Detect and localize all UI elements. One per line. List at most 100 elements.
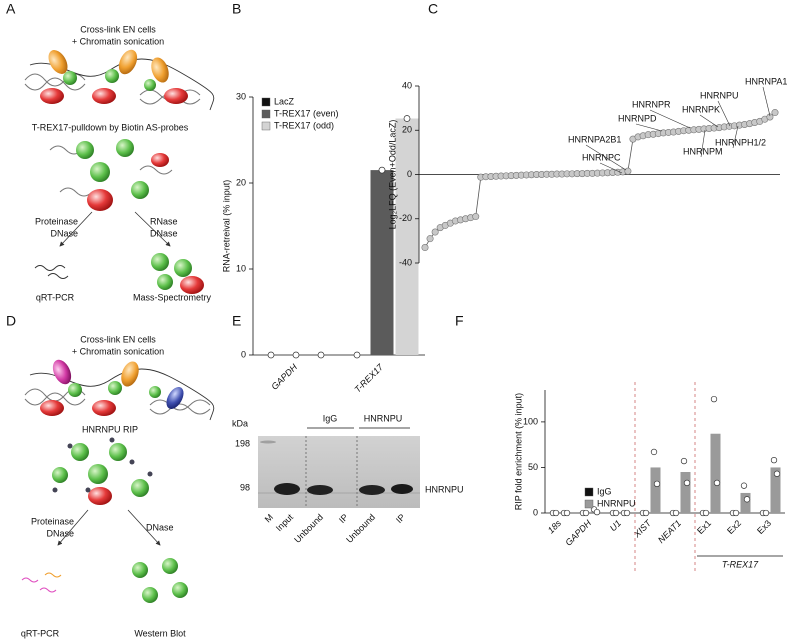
x-tick-label: NEAT1 xyxy=(656,518,683,545)
annotation: HNRNPM xyxy=(683,146,723,156)
y-tick-label: -40 xyxy=(399,257,412,267)
treatment: DNase xyxy=(150,228,178,238)
unit-label: kDa xyxy=(232,418,248,428)
annotation: HNRNPH1/2 xyxy=(715,137,766,147)
group-label: HNRNPU xyxy=(364,413,403,423)
bar xyxy=(395,118,419,355)
annotation-leader xyxy=(599,162,623,174)
y-tick-label: 0 xyxy=(241,349,246,359)
rank-line xyxy=(424,112,776,248)
legend-swatch xyxy=(261,121,271,131)
annotation: HNRNPC xyxy=(582,152,621,162)
panel-label: B xyxy=(232,1,241,17)
bar xyxy=(650,467,661,513)
legend-label: HNRNPU xyxy=(597,498,636,508)
treatment: Proteinase xyxy=(31,516,74,526)
annotation: HNRNPU xyxy=(700,90,739,100)
point xyxy=(766,113,774,121)
replicate-dot xyxy=(773,470,781,477)
replicate-dot xyxy=(740,482,748,489)
panel-letters: A B C D E F xyxy=(6,1,464,329)
readout: Western Blot xyxy=(134,628,186,638)
step-text: HNRNPU RIP xyxy=(82,424,138,434)
replicate-dot xyxy=(683,479,691,487)
x-tick-label: Ex2 xyxy=(725,518,743,536)
lane-label: Input xyxy=(274,512,296,534)
marker-label: 98 xyxy=(240,482,250,492)
annotation-leader xyxy=(762,86,771,117)
replicate-dot xyxy=(770,457,778,464)
replicate-dot xyxy=(672,509,680,517)
point xyxy=(421,244,429,252)
value-dot xyxy=(292,351,300,359)
y-tick-label: 20 xyxy=(236,177,246,187)
readout: qRT-PCR xyxy=(21,628,60,638)
panel-label: F xyxy=(455,313,464,329)
treatment: Proteinase xyxy=(35,216,78,226)
replicate-dot xyxy=(563,509,571,517)
y-tick-label: 20 xyxy=(402,125,412,135)
point xyxy=(771,109,779,117)
bar xyxy=(680,472,691,513)
annotation: HNRNPA2B1 xyxy=(568,134,621,144)
value-dot xyxy=(378,166,386,174)
treatment: DNase xyxy=(50,228,78,238)
annotation-leader xyxy=(700,129,706,158)
value-dot xyxy=(353,351,361,359)
lane-label: Unbound xyxy=(292,512,325,545)
marker-label: 198 xyxy=(235,438,250,448)
lane-label: M xyxy=(263,512,275,524)
replicate-dot xyxy=(582,509,590,517)
step-text: + Chromatin sonication xyxy=(72,36,164,46)
blot-image xyxy=(258,436,420,508)
legend-swatch xyxy=(261,109,271,119)
y-axis-label: RIP fold enrichment (% input) xyxy=(513,393,523,510)
annotation-leader xyxy=(732,125,739,149)
annotation: HNRNPK xyxy=(682,104,720,114)
annotation-leader xyxy=(635,123,663,132)
y-tick-label: 50 xyxy=(528,462,538,472)
replicate-dot xyxy=(702,509,710,517)
step-text: Cross-link EN cells xyxy=(80,334,156,344)
point xyxy=(426,235,434,243)
value-dot xyxy=(317,351,325,359)
annotation-leader xyxy=(717,100,731,127)
treatment: RNase xyxy=(150,216,178,226)
legend-label: IgG xyxy=(597,486,612,496)
replicate-dot xyxy=(710,395,718,403)
replicate-dot xyxy=(593,508,601,516)
group-label: T-REX17 xyxy=(722,559,759,569)
treatment: DNase xyxy=(46,528,74,538)
point xyxy=(472,213,480,221)
bar xyxy=(370,170,394,355)
y-axis-label: RNA-retreival (% input) xyxy=(221,180,231,273)
annotation-leader xyxy=(699,114,719,128)
readout: qRT-PCR xyxy=(36,292,75,302)
replicate-dot xyxy=(680,457,688,465)
step-text: + Chromatin sonication xyxy=(72,346,164,356)
band-label: HNRNPU xyxy=(425,484,464,494)
point xyxy=(624,167,632,175)
panel-label: E xyxy=(232,313,241,329)
x-tick-label: GAPDH xyxy=(269,362,299,392)
replicate-dot xyxy=(642,509,650,517)
replicate-dot xyxy=(743,496,751,503)
y-tick-label: 100 xyxy=(523,416,538,426)
legend-label: LacZ xyxy=(274,96,295,106)
annotation: HNRNPD xyxy=(618,113,657,123)
legend-label: T-REX17 (odd) xyxy=(274,120,334,130)
annotation: HNRNPA1 xyxy=(745,76,787,86)
value-dot xyxy=(403,115,411,122)
panel-label: D xyxy=(6,313,16,329)
diagram-d: Cross-link EN cells + Chromatin sonicati… xyxy=(21,334,215,638)
replicate-dot xyxy=(653,480,661,487)
replicate-dot xyxy=(650,448,658,456)
y-tick-label: 30 xyxy=(236,91,246,101)
panel-label: A xyxy=(6,1,16,17)
replicate-dot xyxy=(713,479,721,487)
bar xyxy=(740,492,751,513)
western-blot: kDa 198 98 IgG HNRNPU HNRNPU M Input Unb… xyxy=(232,413,464,545)
step-text: Cross-link EN cells xyxy=(80,24,156,34)
y-axis-label: Log₂LFQ (Even+Odd/LacZ) xyxy=(387,120,397,230)
